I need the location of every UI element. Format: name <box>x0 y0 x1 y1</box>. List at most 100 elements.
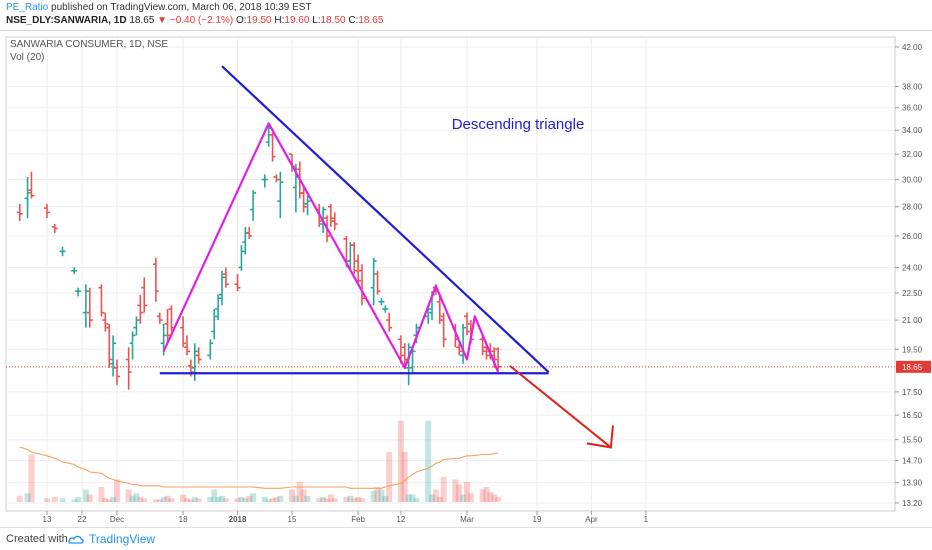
volume-ma-line <box>19 446 499 489</box>
ohlc-bar <box>82 284 89 328</box>
created-with-text: Created with <box>6 533 68 545</box>
chart-legend-title: SANWARIA CONSUMER, 1D, NSE <box>10 39 168 50</box>
volume-bar <box>250 493 257 502</box>
price-tick-label: 19.50 <box>902 345 923 354</box>
price-tick-label: 21.00 <box>902 316 923 325</box>
volume-bar <box>98 487 105 502</box>
volume-bar <box>405 494 412 502</box>
price-tick-label: 36.00 <box>902 104 923 113</box>
price-tick-label: 13.20 <box>902 499 923 508</box>
ohlc-bar <box>207 339 214 360</box>
price-tick-label: 15.50 <box>902 436 923 445</box>
volume-bar <box>432 489 439 502</box>
volume-bar <box>491 494 498 502</box>
volume-bar <box>44 498 50 502</box>
volume-bar <box>242 498 249 502</box>
ohlc-bar <box>59 246 66 257</box>
volume-legend: Vol (20) <box>10 52 45 63</box>
volume-bar <box>59 498 66 502</box>
time-tick-label: Apr <box>585 515 598 524</box>
price-chart[interactable]: Descending triangle 42.00 38.00 36.00 34.00 3… <box>0 31 932 527</box>
ohlc-bar <box>211 308 218 340</box>
volume-bar <box>137 497 144 502</box>
price-tick-label: 34.00 <box>902 126 923 135</box>
ohlc-bar <box>222 267 229 288</box>
tradingview-link[interactable]: TradingView <box>89 532 156 546</box>
ohlc-bar <box>327 203 334 227</box>
time-tick-label: 15 <box>288 515 297 524</box>
volume-bar <box>222 498 229 502</box>
ohlc-bar <box>464 312 470 336</box>
volume-bar <box>277 495 284 502</box>
volume-bar <box>164 495 171 502</box>
volume-bar <box>28 454 35 502</box>
time-tick-label: 18 <box>179 515 188 524</box>
volume-bar <box>261 497 268 502</box>
volume-bar <box>300 489 307 502</box>
volume-bar <box>370 490 377 502</box>
author-link[interactable]: PE_Ratio <box>6 2 49 13</box>
ohlc-bar <box>331 212 338 230</box>
ohlc-bar <box>374 270 381 295</box>
volume-bar <box>479 489 486 502</box>
ohlc-bar <box>71 267 78 275</box>
volume-bar <box>129 495 136 502</box>
volume-bar <box>413 498 420 502</box>
volume-bar <box>125 489 132 502</box>
ohlc-bar <box>102 312 109 332</box>
time-tick-label: 2018 <box>229 515 247 524</box>
ohlc-bar <box>191 343 198 381</box>
volume-bar <box>397 420 404 502</box>
volume-bar <box>152 499 159 502</box>
ohlc-bar <box>24 176 31 219</box>
time-tick-label: Feb <box>351 515 365 524</box>
volume-bar <box>304 495 311 502</box>
ohlc-line: NSE_DLY:SANWARIA, 1D 18.65 ▼ −0.40 (−2.1… <box>6 15 383 26</box>
volume-bar <box>156 499 163 502</box>
time-tick-label: Dec <box>110 515 124 524</box>
volume-bar <box>51 497 58 502</box>
volume-bar <box>382 495 389 502</box>
ohlc-bar <box>382 305 389 313</box>
volume-bar <box>102 498 109 502</box>
ohlc-bar <box>456 343 463 356</box>
ohlc-bar <box>98 284 105 317</box>
high-value: 19.60 <box>284 15 310 26</box>
price-tick-label: 17.50 <box>902 388 923 397</box>
volume-bar <box>133 493 140 502</box>
tradingview-logo-icon <box>68 535 84 544</box>
volume-bar <box>464 482 470 502</box>
volume-bar <box>141 498 148 502</box>
ohlc-bar <box>125 347 132 390</box>
volume-bar <box>246 495 253 502</box>
ohlc-bar <box>370 257 377 306</box>
volume-bar <box>483 487 490 502</box>
volume-bar <box>452 479 459 502</box>
ohlc-bar <box>386 312 393 332</box>
published-text: published on TradingView.com, March 06, … <box>51 2 312 13</box>
ohlc-bar <box>304 195 311 216</box>
close-label: C: <box>348 15 359 26</box>
breakdown-arrow <box>509 365 612 449</box>
price-tick-label: 32.00 <box>902 150 923 159</box>
volume-bar <box>355 497 362 502</box>
header-divider <box>0 30 932 31</box>
ohlc-bar <box>106 323 113 368</box>
ohlc-bar <box>378 298 385 306</box>
price-tick-label: 28.00 <box>902 203 923 212</box>
ohlc-bar <box>28 171 35 199</box>
volume-bar <box>456 484 463 502</box>
volume-bar <box>409 494 416 502</box>
volume-bar <box>320 497 327 502</box>
ohlc-bar <box>277 171 284 219</box>
price-tick-label: 26.00 <box>902 232 923 241</box>
volume-bar <box>359 498 365 502</box>
price-axis <box>895 37 932 511</box>
ohlc-bar <box>440 312 447 348</box>
ohlc-bar <box>250 190 257 222</box>
volume-bar <box>347 495 354 502</box>
volume-bar <box>106 499 113 502</box>
ohlc-bar <box>261 174 268 188</box>
volume-bar <box>292 495 299 502</box>
high-label: H: <box>274 15 285 26</box>
